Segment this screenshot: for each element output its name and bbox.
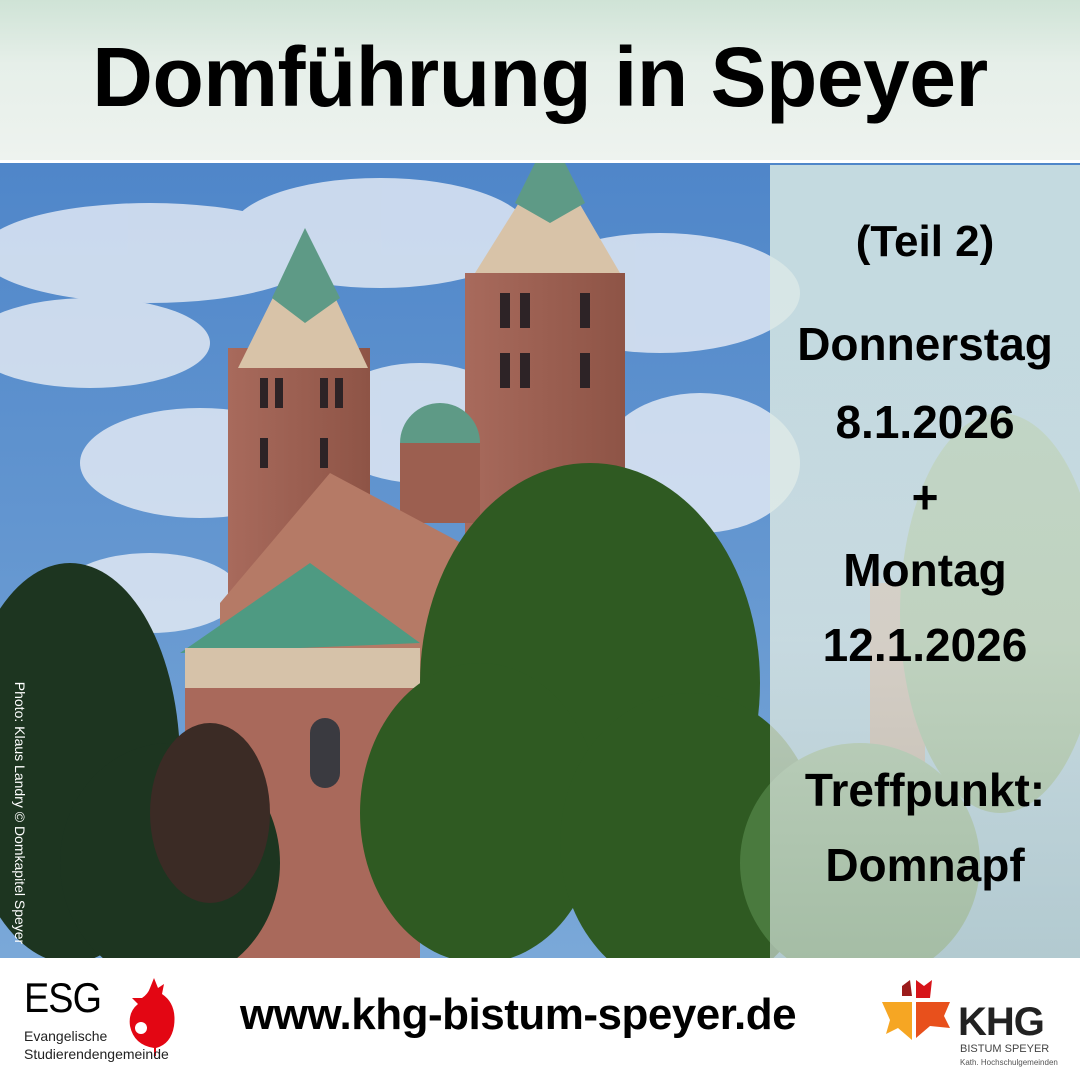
event-date-1: 8.1.2026 (835, 396, 1015, 448)
header-banner: Domführung in Speyer (0, 0, 1080, 160)
footer: ESG Evangelische Studierendengemeinde ww… (0, 958, 1080, 1080)
page-title: Domführung in Speyer (92, 29, 988, 124)
plus-separator: + (911, 471, 939, 523)
rooster-icon (129, 978, 175, 1056)
khg-logo: KHG BISTUM SPEYER Kath. Hochschulgemeind… (880, 978, 1058, 1067)
event-day-2: Montag (843, 544, 1007, 596)
photo-credit: Photo: Klaus Landry © Domkapitel Speyer (10, 680, 30, 950)
khg-abbr: KHG (958, 1000, 1045, 1044)
event-day-1: Donnerstag (797, 318, 1053, 370)
esg-line-1: Evangelische (24, 1028, 108, 1044)
esg-line-2: Studierendengemeinde (24, 1046, 169, 1062)
khg-line-2: Kath. Hochschulgemeinden (960, 1058, 1058, 1067)
khg-cross-icon (882, 980, 950, 1040)
event-date-2: 12.1.2026 (822, 619, 1028, 671)
meeting-place: Domnapf (825, 839, 1025, 891)
khg-line-1: BISTUM SPEYER (960, 1043, 1050, 1055)
part-label: (Teil 2) (855, 217, 995, 266)
website-link[interactable]: www.khg-bistum-speyer.de (240, 990, 797, 1039)
meeting-label: Treffpunkt: (804, 764, 1046, 816)
event-info-panel: (Teil 2) Donnerstag 8.1.2026 + Montag 12… (770, 165, 1080, 958)
esg-abbr: ESG (24, 974, 102, 1021)
photo-credit-text: Photo: Klaus Landry © Domkapitel Speyer (12, 681, 28, 945)
